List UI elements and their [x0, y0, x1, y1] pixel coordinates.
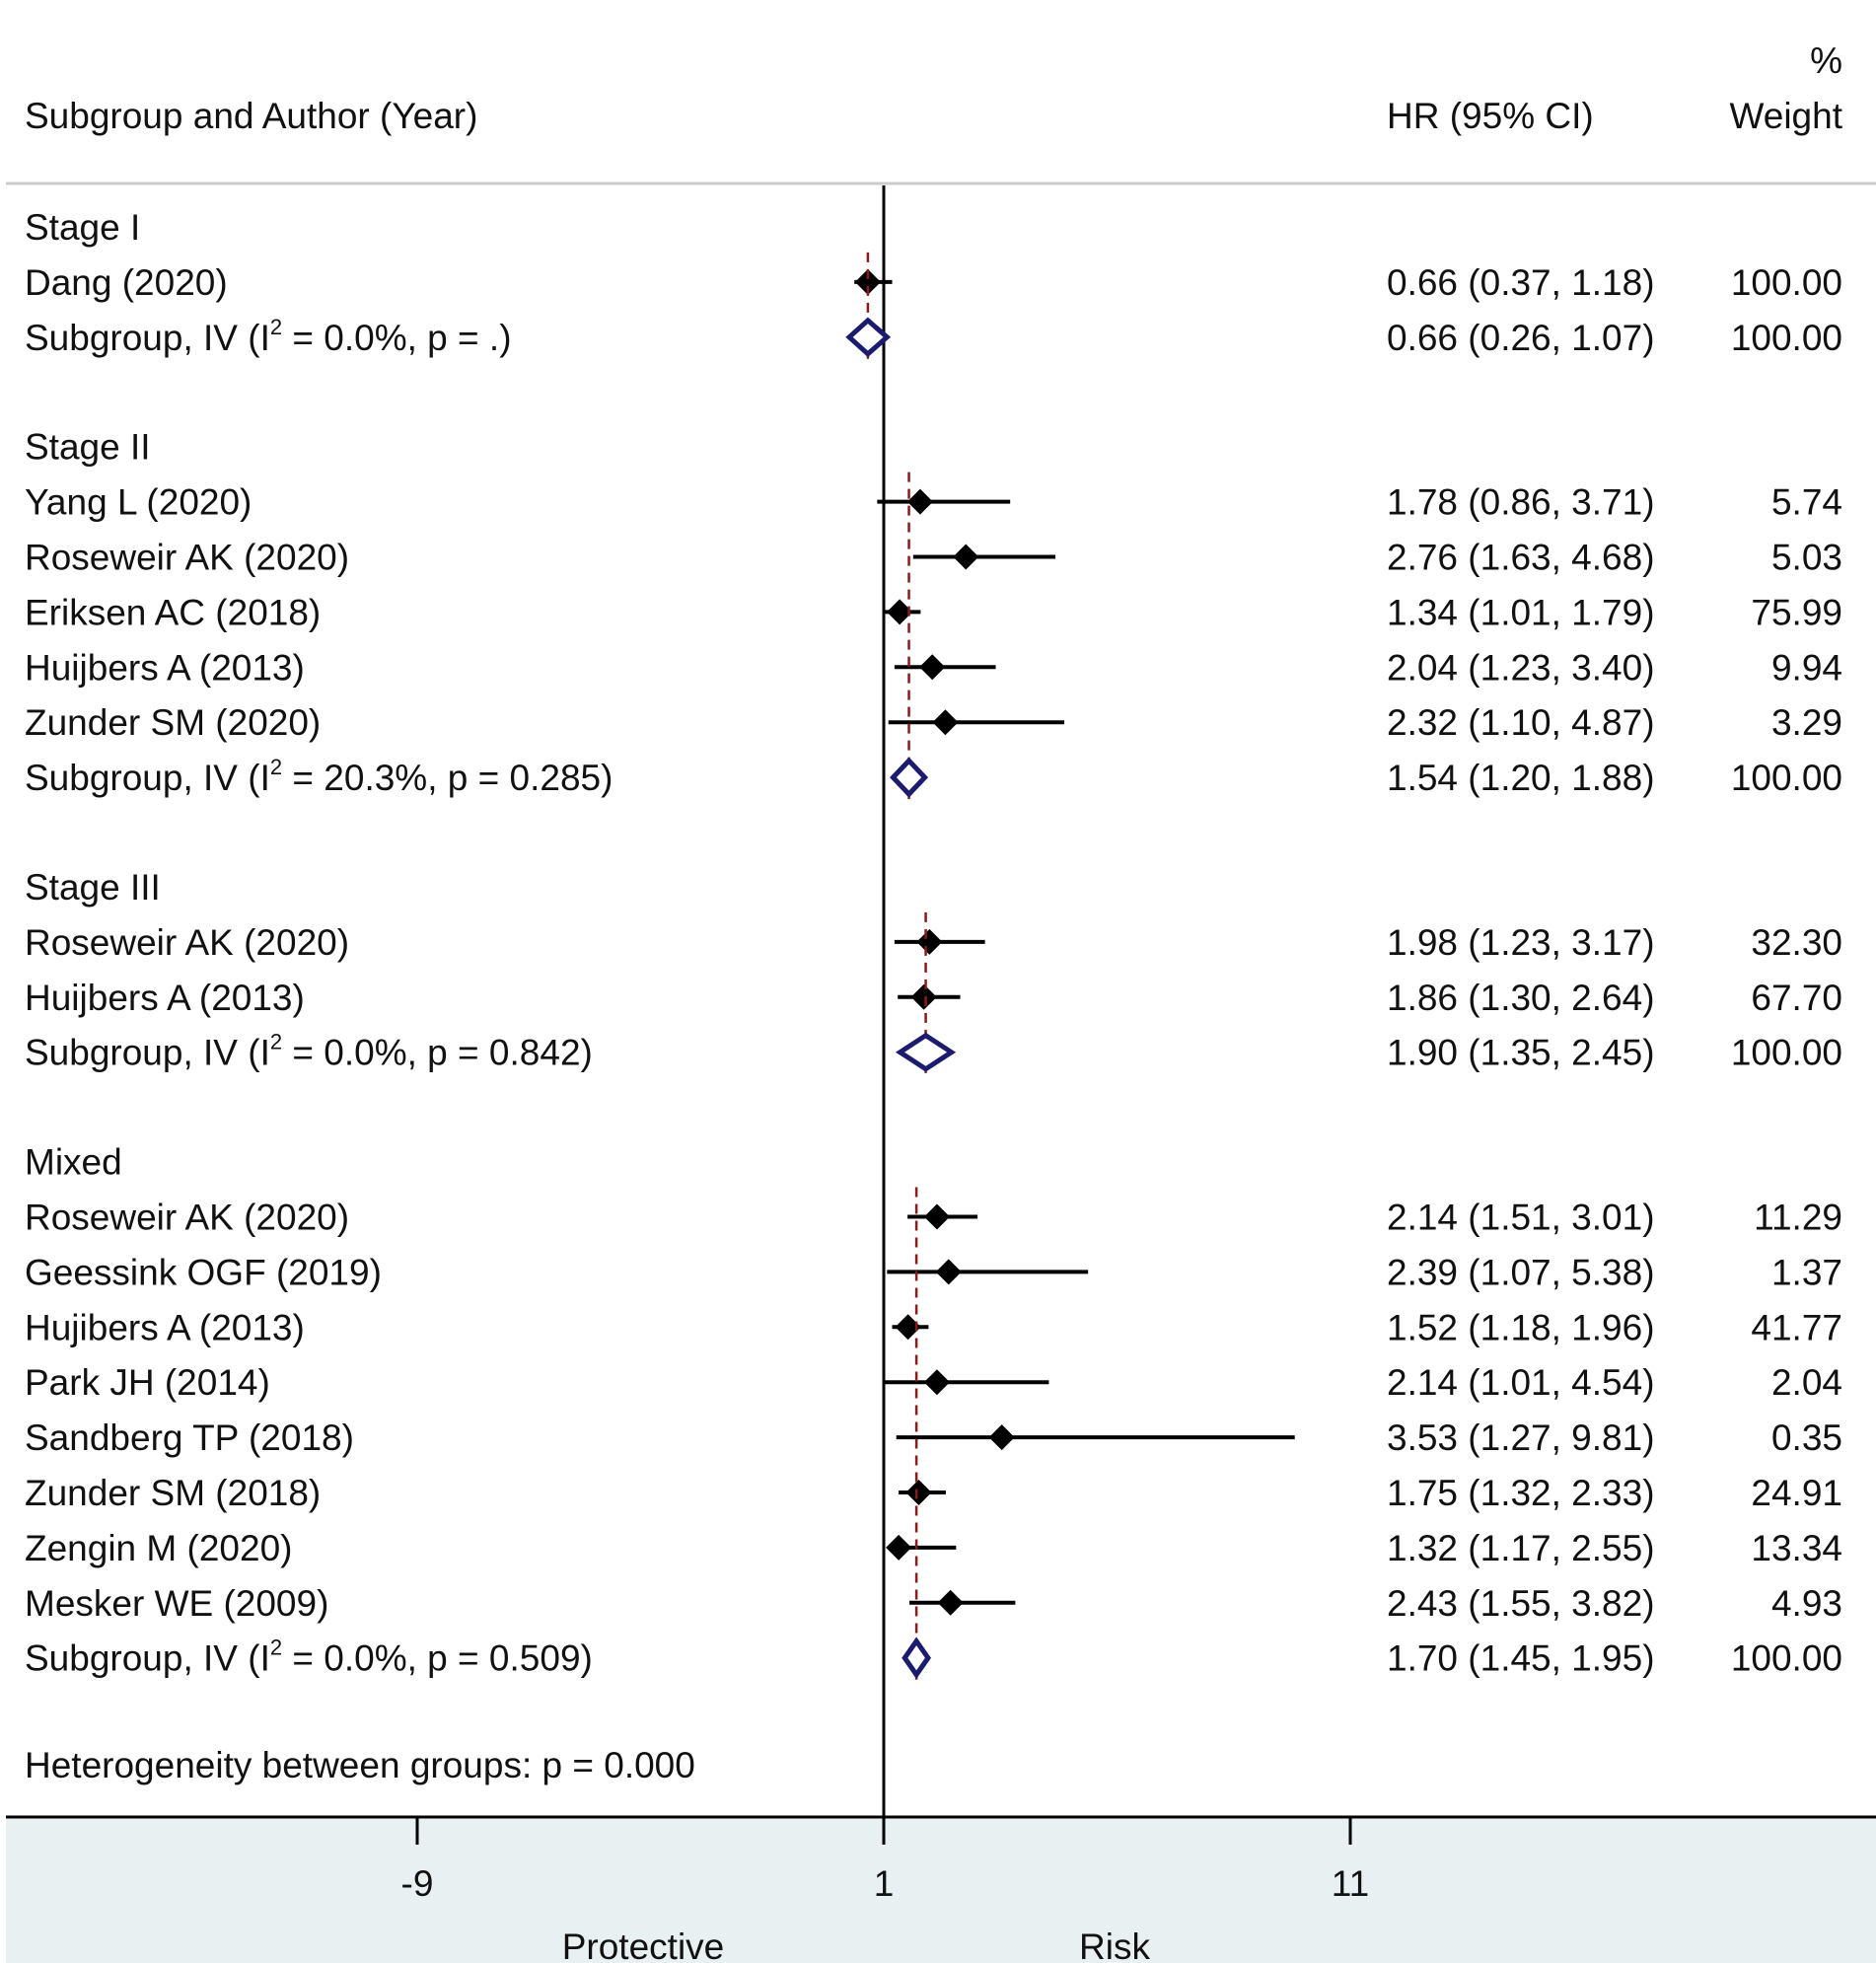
axis-band [6, 1817, 1876, 1963]
point-estimate [988, 1424, 1015, 1451]
point-estimate [886, 1534, 912, 1561]
hr-value: 1.86 (1.30, 2.64) [1387, 978, 1655, 1018]
weight-value: 100.00 [1731, 262, 1842, 303]
point-estimate [910, 983, 937, 1010]
weight-value: 11.29 [1754, 1198, 1842, 1238]
hr-value: 2.14 (1.51, 3.01) [1387, 1198, 1655, 1238]
point-estimate [919, 654, 946, 681]
study-label: Yang L (2020) [25, 482, 252, 523]
column-header-weight: Weight [1730, 96, 1843, 136]
group-heading: Stage I [25, 207, 140, 248]
subgroup-diamond [902, 1636, 931, 1680]
hr-value: 1.98 (1.23, 3.17) [1387, 922, 1655, 963]
study-label: Zunder SM (2020) [25, 702, 321, 743]
hr-value: 1.52 (1.18, 1.96) [1387, 1307, 1655, 1347]
hr-value: 1.54 (1.20, 1.88) [1387, 758, 1655, 798]
hr-value: 2.39 (1.07, 5.38) [1387, 1252, 1655, 1292]
study-label: Park JH (2014) [25, 1362, 270, 1403]
subgroup-label: Subgroup, IV (I2 = 0.0%, p = 0.509) [25, 1636, 593, 1679]
weight-value: 67.70 [1751, 978, 1842, 1018]
hr-value: 0.66 (0.37, 1.18) [1387, 262, 1655, 303]
weight-value: 4.93 [1771, 1583, 1842, 1624]
weight-value: 24.91 [1751, 1473, 1842, 1513]
study-label: Geessink OGF (2019) [25, 1252, 382, 1292]
x-tick-label: 1 [874, 1863, 895, 1904]
point-estimate [935, 1259, 962, 1285]
point-estimate [887, 599, 913, 625]
point-estimate [906, 488, 933, 515]
point-estimate [923, 1203, 950, 1230]
weight-value: 0.35 [1771, 1418, 1842, 1458]
subgroup-diamond [890, 757, 929, 798]
column-header-study: Subgroup and Author (Year) [25, 96, 477, 136]
hr-value: 2.76 (1.63, 4.68) [1387, 538, 1655, 578]
hr-value: 1.75 (1.32, 2.33) [1387, 1473, 1655, 1513]
weight-value: 5.03 [1771, 538, 1842, 578]
subgroup-label: Subgroup, IV (I2 = 0.0%, p = .) [25, 315, 512, 358]
group-heading: Mixed [25, 1142, 122, 1183]
hr-value: 3.53 (1.27, 9.81) [1387, 1418, 1655, 1458]
hr-value: 2.04 (1.23, 3.40) [1387, 647, 1655, 688]
weight-value: 2.04 [1771, 1362, 1842, 1403]
point-estimate [923, 1369, 950, 1396]
study-label: Huijbers A (2013) [25, 978, 305, 1018]
weight-value: 100.00 [1731, 1033, 1842, 1073]
study-label: Huijbers A (2013) [25, 647, 305, 688]
point-estimate [937, 1589, 964, 1616]
column-header-hr: HR (95% CI) [1387, 96, 1594, 136]
point-estimate [854, 268, 881, 295]
weight-value: 75.99 [1751, 592, 1842, 632]
weight-value: 100.00 [1731, 758, 1842, 798]
group-heading: Stage III [25, 867, 161, 908]
weight-value: 100.00 [1731, 318, 1842, 358]
weight-value: 100.00 [1731, 1638, 1842, 1679]
weight-value: 9.94 [1771, 647, 1842, 688]
x-tick-label: 11 [1332, 1863, 1369, 1904]
study-label: Zunder SM (2018) [25, 1473, 321, 1513]
study-label: Eriksen AC (2018) [25, 592, 321, 632]
study-label: Roseweir AK (2020) [25, 538, 349, 578]
subgroup-diamond [845, 317, 892, 358]
hr-value: 2.14 (1.01, 4.54) [1387, 1362, 1655, 1403]
hr-value: 0.66 (0.26, 1.07) [1387, 318, 1655, 358]
subgroup-label: Subgroup, IV (I2 = 0.0%, p = 0.842) [25, 1030, 593, 1073]
subgroup-diamond [895, 1032, 957, 1072]
study-label: Mesker WE (2009) [25, 1583, 328, 1624]
point-estimate [953, 544, 979, 570]
point-estimate [916, 928, 943, 955]
weight-value: 13.34 [1751, 1528, 1842, 1568]
weight-value: 5.74 [1771, 482, 1842, 523]
study-label: Sandberg TP (2018) [25, 1418, 354, 1458]
hr-value: 1.34 (1.01, 1.79) [1387, 592, 1655, 632]
study-label: Dang (2020) [25, 262, 228, 303]
point-estimate [905, 1480, 932, 1505]
forest-rows: Stage I Dang (2020) 0.66 (0.37, 1.18) 100.0… [25, 207, 1842, 1680]
point-estimate [932, 709, 959, 736]
hr-value: 1.78 (0.86, 3.71) [1387, 482, 1655, 523]
hr-value: 2.43 (1.55, 3.82) [1387, 1583, 1655, 1624]
subgroup-label: Subgroup, IV (I2 = 20.3%, p = 0.285) [25, 755, 613, 798]
hr-value: 2.32 (1.10, 4.87) [1387, 702, 1655, 743]
x-tick-label: -9 [401, 1863, 434, 1904]
point-estimate [895, 1314, 921, 1341]
column-header-weight-percent: % [1810, 40, 1842, 81]
weight-value: 41.77 [1751, 1307, 1842, 1347]
weight-value: 1.37 [1771, 1252, 1842, 1292]
hr-value: 1.70 (1.45, 1.95) [1387, 1638, 1655, 1679]
study-label: Roseweir AK (2020) [25, 922, 349, 963]
protective-label: Protective [562, 1927, 725, 1963]
group-heading: Stage II [25, 427, 151, 468]
risk-label: Risk [1079, 1927, 1150, 1963]
x-axis-ticks: -9 1 11 [401, 1817, 1369, 1904]
hr-value: 1.90 (1.35, 2.45) [1387, 1033, 1655, 1073]
study-label: Hujibers A (2013) [25, 1307, 305, 1347]
heterogeneity-label: Heterogeneity between groups: p = 0.000 [25, 1745, 695, 1785]
weight-value: 32.30 [1751, 922, 1842, 963]
weight-value: 3.29 [1771, 702, 1842, 743]
hr-value: 1.32 (1.17, 2.55) [1387, 1528, 1655, 1568]
study-label: Roseweir AK (2020) [25, 1198, 349, 1238]
study-label: Zengin M (2020) [25, 1528, 292, 1568]
